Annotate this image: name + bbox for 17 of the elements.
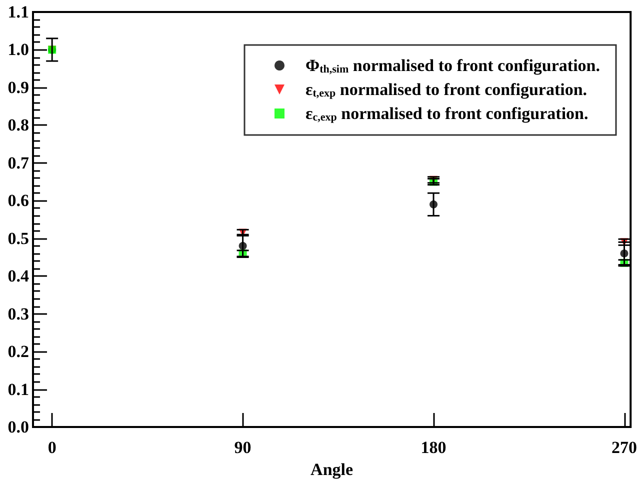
y-tick-label: 0.8: [8, 116, 29, 135]
x-axis-title: Angle: [310, 460, 354, 479]
x-tick-label: 0: [48, 438, 56, 457]
y-tick-label: 0.3: [8, 304, 29, 324]
y-tick-label: 0.5: [8, 228, 29, 248]
y-tick-label: 0.4: [8, 266, 30, 286]
y-tick-label: 0.0: [8, 418, 29, 436]
y-tick-label: 0.2: [8, 342, 29, 362]
x-tick-label: 90: [234, 438, 252, 457]
x-tick-label: 270: [612, 438, 637, 457]
y-tick-label: 0.9: [8, 78, 29, 97]
y-tick-label: 0.6: [8, 191, 29, 210]
x-tick-label: 180: [420, 438, 446, 457]
y-tick-label: 0.1: [8, 380, 29, 399]
y-tick-label: 0.7: [8, 153, 30, 172]
y-tick-label: 1.1: [8, 2, 29, 22]
y-tick-label: 1.0: [8, 40, 29, 60]
